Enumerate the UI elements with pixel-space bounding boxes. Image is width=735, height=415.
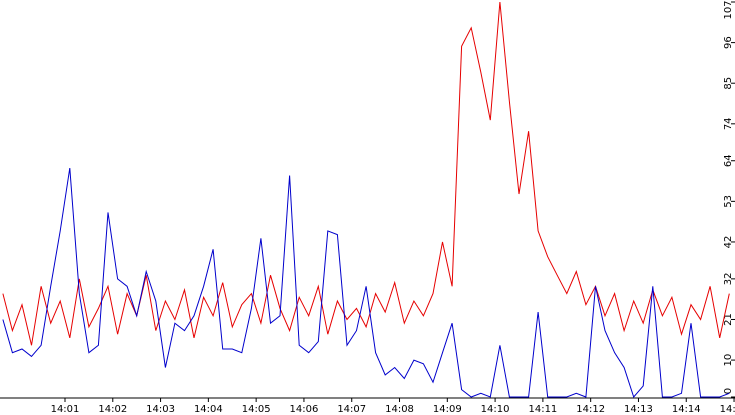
x-tick-label: 14:15: [720, 404, 735, 415]
x-tick-label: 14:03: [146, 404, 175, 415]
y-tick-label: 32: [723, 273, 734, 286]
x-tick-label: 14:11: [528, 404, 557, 415]
series-line: [2, 168, 730, 399]
x-tick-label: 14:09: [433, 404, 462, 415]
x-tick-label: 14:12: [576, 404, 605, 415]
x-tick-label: 14:08: [385, 404, 414, 415]
y-tick-label: 74: [723, 117, 734, 130]
y-tick-label: 21: [723, 313, 734, 326]
x-tick-label: 14:02: [98, 404, 127, 415]
y-tick-label: 42: [723, 236, 734, 249]
y-tick-label: 0: [723, 388, 734, 394]
x-tick-label: 14:07: [337, 404, 366, 415]
y-tick-label: 96: [723, 36, 734, 49]
y-tick-label: 107: [723, 0, 734, 19]
x-tick-label: 14:01: [51, 404, 80, 415]
x-tick-label: 14:14: [672, 404, 701, 415]
series-line: [2, 1, 730, 346]
y-tick-label: 10: [723, 354, 734, 367]
y-tick-label: 64: [723, 154, 734, 167]
x-tick-label: 14:05: [242, 404, 271, 415]
y-tick-label: 53: [723, 195, 734, 208]
y-tick-label: 85: [723, 77, 734, 90]
x-tick-label: 14:06: [290, 404, 319, 415]
x-tick-label: 14:04: [194, 404, 223, 415]
x-tick-label: 14:10: [481, 404, 510, 415]
x-tick-label: 14:13: [624, 404, 653, 415]
